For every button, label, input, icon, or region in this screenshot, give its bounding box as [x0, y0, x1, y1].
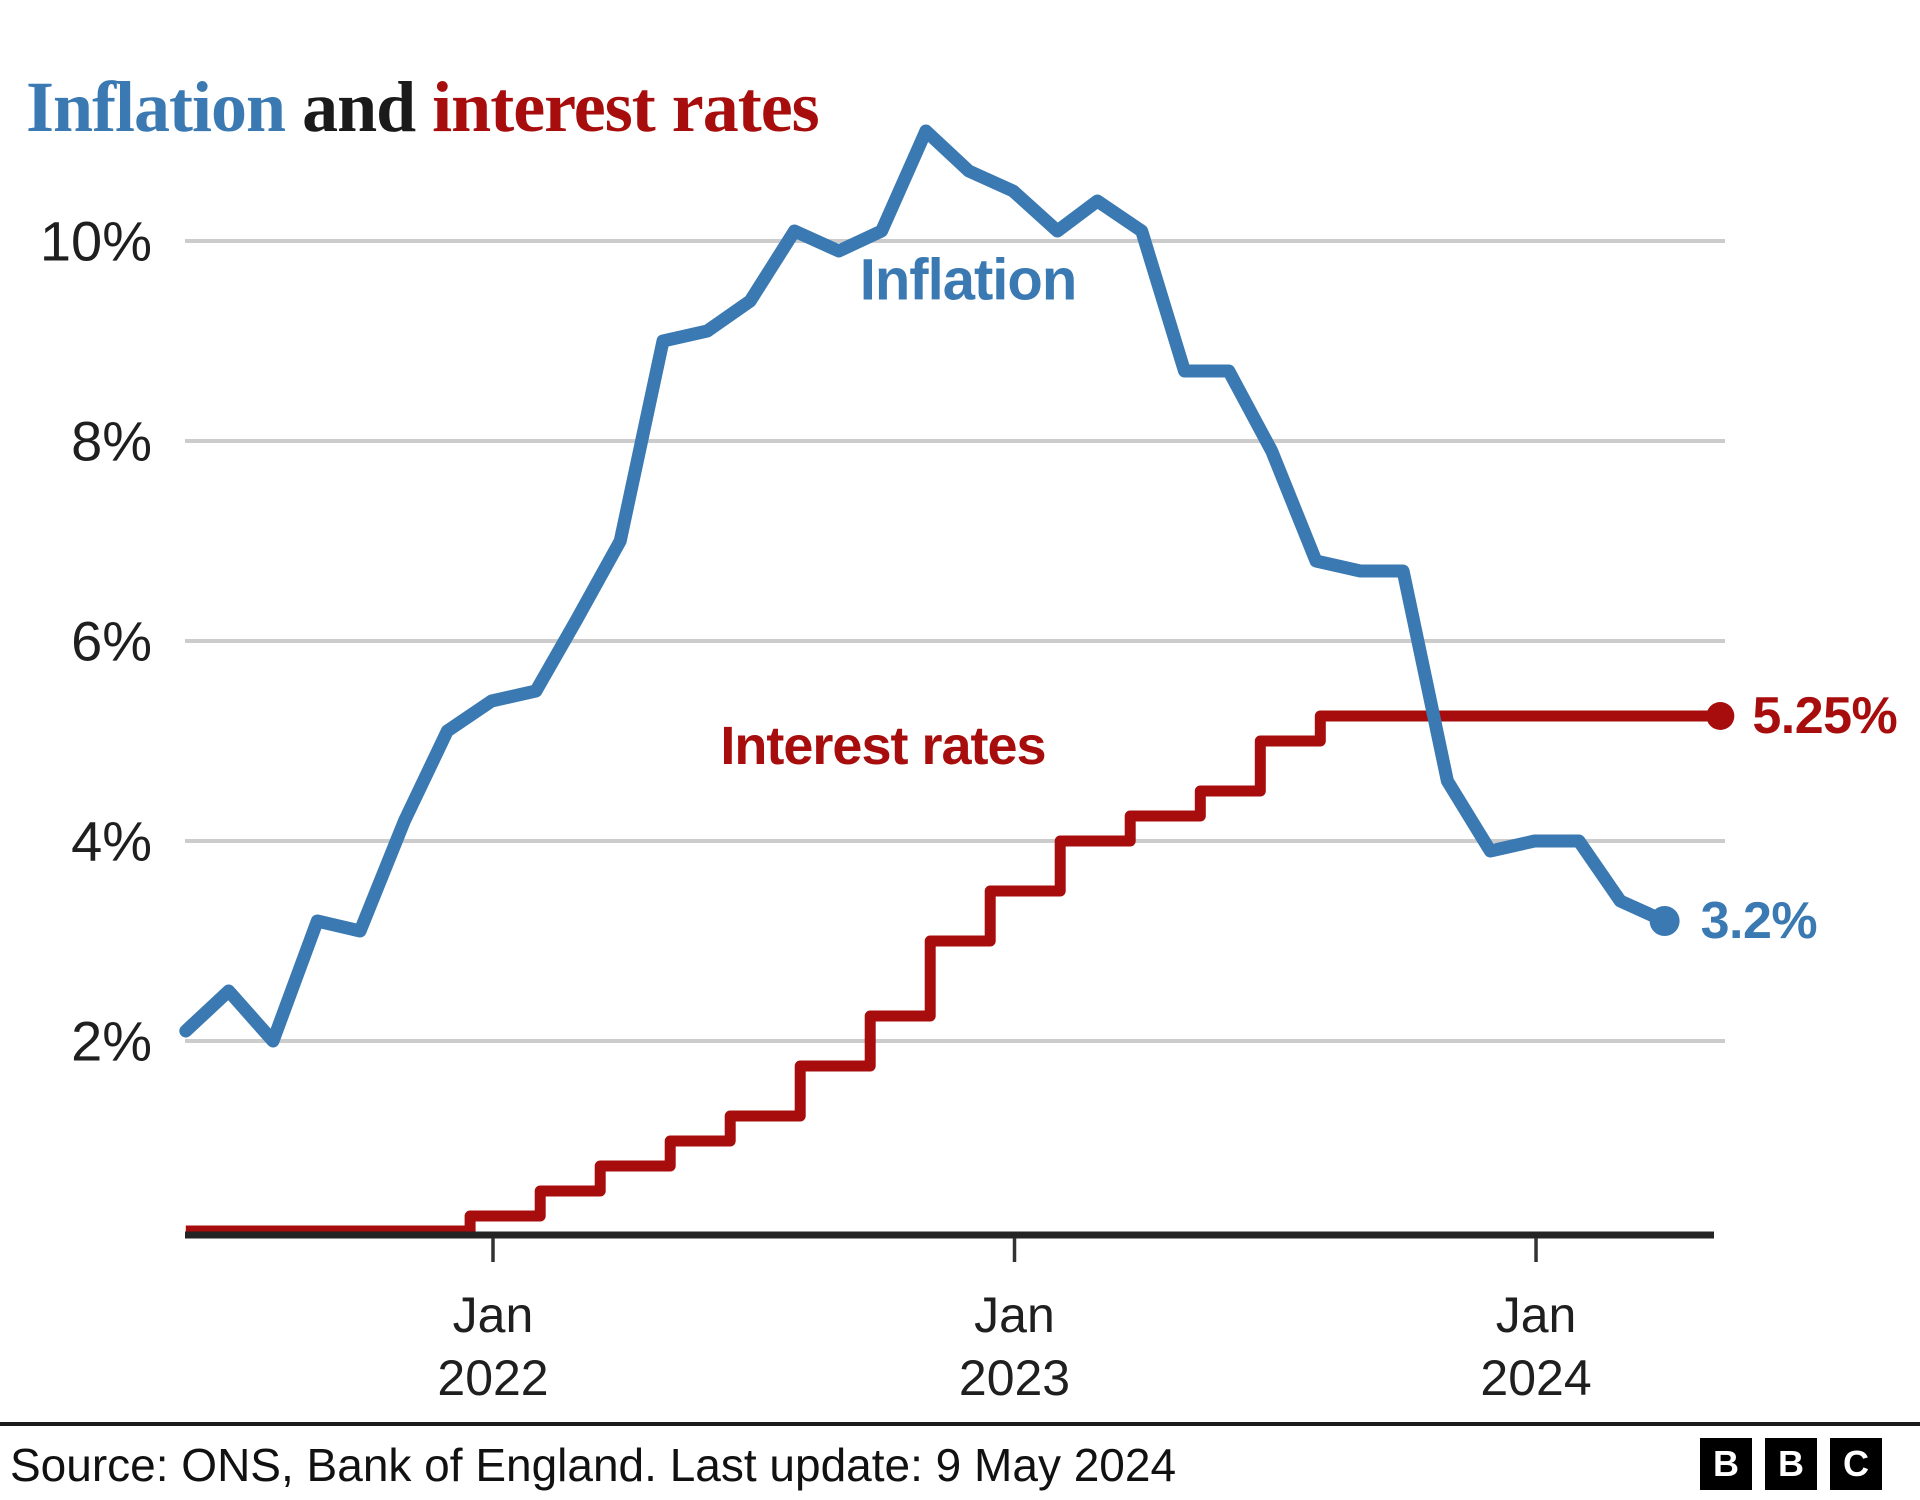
inflation-current-value: 3.2% — [1700, 892, 1818, 950]
x-tick-month: Jan — [452, 1287, 534, 1343]
y-tick-label-4pct: 4% — [71, 809, 152, 873]
bbc-logo-block-2: B — [1765, 1438, 1817, 1490]
page-title: Inflation and interest rates — [26, 66, 820, 149]
x-tick-label-jan-2022: Jan 2022 — [437, 1284, 548, 1410]
inflation-end-dot — [1649, 906, 1680, 936]
interest-rates-line — [185, 710, 1721, 1237]
x-tick-label-jan-2024: Jan 2024 — [1480, 1284, 1591, 1410]
bbc-logo-block-1: B — [1700, 1438, 1752, 1490]
title-word-interest-rates: interest rates — [432, 67, 819, 148]
y-tick-label-10pct: 10% — [39, 209, 152, 273]
x-tick-year: 2022 — [437, 1350, 549, 1406]
y-tick-label-8pct: 8% — [71, 409, 152, 473]
bbc-letter: C — [1843, 1443, 1869, 1484]
x-tick-month: Jan — [974, 1287, 1055, 1343]
x-tick-month: Jan — [1495, 1287, 1577, 1343]
title-word-and: and — [285, 67, 433, 148]
footer-divider — [0, 1422, 1920, 1426]
bbc-logo-block-3: C — [1830, 1438, 1882, 1490]
inflation-line — [179, 124, 1672, 1048]
series-label-inflation: Inflation — [859, 247, 1078, 313]
bbc-letter: B — [1778, 1443, 1804, 1484]
x-tick-year: 2023 — [958, 1350, 1071, 1406]
interest-rate-current-value: 5.25% — [1752, 687, 1898, 745]
x-tick-label-jan-2023: Jan 2023 — [959, 1284, 1070, 1410]
y-tick-label-6pct: 6% — [71, 609, 152, 673]
y-tick-label-2pct: 2% — [71, 1009, 152, 1073]
interest-rates-end-dot — [1706, 702, 1735, 730]
bbc-logo: B B C — [1700, 1438, 1890, 1490]
source-text: Source: ONS, Bank of England. Last updat… — [10, 1439, 1177, 1491]
series-label-interest-rates: Interest rates — [720, 716, 1046, 776]
title-word-inflation: Inflation — [26, 67, 286, 148]
bbc-letter: B — [1713, 1443, 1739, 1484]
x-tick-year: 2024 — [1480, 1350, 1592, 1406]
